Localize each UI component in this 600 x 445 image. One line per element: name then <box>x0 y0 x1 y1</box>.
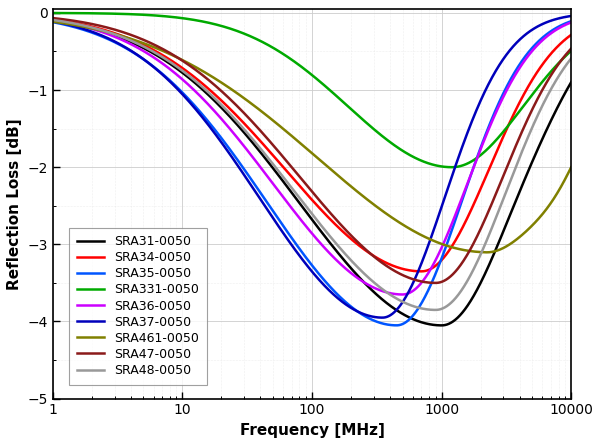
SRA31-0050 <box>271 167 278 172</box>
SRA36-0050 <box>502 90 509 96</box>
SRA36-0050 <box>271 182 278 188</box>
SRA48-0050 <box>248 135 255 141</box>
SRA37-0050 <box>49 19 56 24</box>
SRA37-0050 <box>379 315 386 320</box>
SRA31-0050 <box>248 139 255 144</box>
SRA331-0050 <box>109 11 116 16</box>
SRA47-0050 <box>248 118 255 124</box>
Line: SRA35-0050: SRA35-0050 <box>53 21 571 325</box>
SRA48-0050 <box>139 44 146 49</box>
SRA461-0050 <box>109 31 116 36</box>
SRA35-0050 <box>557 23 565 28</box>
SRA34-0050 <box>49 17 56 22</box>
SRA31-0050 <box>557 98 565 103</box>
SRA47-0050 <box>502 169 509 174</box>
SRA47-0050 <box>109 26 116 32</box>
SRA47-0050 <box>432 280 439 286</box>
SRA331-0050 <box>557 58 565 63</box>
SRA37-0050 <box>248 183 255 189</box>
SRA31-0050 <box>49 18 56 23</box>
SRA48-0050 <box>109 31 116 36</box>
SRA331-0050 <box>248 34 255 40</box>
SRA37-0050 <box>557 15 565 20</box>
SRA331-0050 <box>271 46 278 51</box>
Line: SRA31-0050: SRA31-0050 <box>53 20 571 325</box>
X-axis label: Frequency [MHz]: Frequency [MHz] <box>239 423 385 438</box>
SRA48-0050 <box>568 56 575 61</box>
SRA331-0050 <box>139 12 146 17</box>
SRA34-0050 <box>248 129 255 134</box>
SRA35-0050 <box>49 20 56 25</box>
Line: SRA47-0050: SRA47-0050 <box>53 18 571 283</box>
SRA36-0050 <box>139 48 146 53</box>
SRA37-0050 <box>139 56 146 61</box>
Line: SRA37-0050: SRA37-0050 <box>53 16 571 318</box>
SRA35-0050 <box>502 87 509 92</box>
SRA48-0050 <box>271 163 278 168</box>
SRA31-0050 <box>139 45 146 50</box>
SRA37-0050 <box>109 37 116 43</box>
Line: SRA34-0050: SRA34-0050 <box>53 20 571 271</box>
SRA34-0050 <box>568 32 575 37</box>
Line: SRA331-0050: SRA331-0050 <box>53 13 571 167</box>
Y-axis label: Reflection Loss [dB]: Reflection Loss [dB] <box>7 118 22 290</box>
SRA34-0050 <box>271 154 278 159</box>
SRA48-0050 <box>502 191 509 197</box>
Line: SRA48-0050: SRA48-0050 <box>53 20 571 310</box>
SRA47-0050 <box>557 58 565 63</box>
SRA31-0050 <box>438 323 445 328</box>
SRA48-0050 <box>557 70 565 75</box>
SRA31-0050 <box>502 224 509 229</box>
SRA37-0050 <box>568 13 575 19</box>
SRA47-0050 <box>271 144 278 149</box>
SRA36-0050 <box>568 20 575 25</box>
SRA31-0050 <box>109 32 116 37</box>
SRA31-0050 <box>568 80 575 85</box>
SRA34-0050 <box>418 269 425 274</box>
SRA36-0050 <box>49 18 56 23</box>
SRA34-0050 <box>139 42 146 47</box>
SRA461-0050 <box>568 165 575 170</box>
Line: SRA36-0050: SRA36-0050 <box>53 20 571 295</box>
SRA331-0050 <box>568 48 575 53</box>
SRA461-0050 <box>483 250 490 255</box>
Line: SRA461-0050: SRA461-0050 <box>53 22 571 252</box>
SRA47-0050 <box>49 16 56 21</box>
SRA461-0050 <box>139 40 146 45</box>
SRA35-0050 <box>139 56 146 61</box>
SRA47-0050 <box>568 46 575 51</box>
Legend: SRA31-0050, SRA34-0050, SRA35-0050, SRA331-0050, SRA36-0050, SRA37-0050, SRA461-: SRA31-0050, SRA34-0050, SRA35-0050, SRA3… <box>70 227 207 384</box>
SRA34-0050 <box>557 40 565 46</box>
SRA461-0050 <box>271 119 278 124</box>
SRA461-0050 <box>248 101 255 106</box>
SRA35-0050 <box>568 19 575 24</box>
SRA36-0050 <box>248 153 255 158</box>
SRA37-0050 <box>271 217 278 222</box>
SRA35-0050 <box>271 210 278 215</box>
SRA47-0050 <box>139 37 146 42</box>
SRA48-0050 <box>49 17 56 23</box>
SRA37-0050 <box>502 54 509 59</box>
SRA461-0050 <box>557 184 565 189</box>
SRA34-0050 <box>502 129 509 135</box>
SRA35-0050 <box>248 177 255 182</box>
SRA35-0050 <box>393 323 400 328</box>
SRA48-0050 <box>432 307 439 312</box>
SRA35-0050 <box>109 38 116 44</box>
SRA461-0050 <box>502 244 509 250</box>
SRA34-0050 <box>109 30 116 35</box>
SRA36-0050 <box>109 33 116 38</box>
SRA331-0050 <box>49 10 56 16</box>
SRA331-0050 <box>448 165 455 170</box>
SRA461-0050 <box>49 19 56 24</box>
SRA331-0050 <box>502 127 509 132</box>
SRA36-0050 <box>557 24 565 30</box>
SRA36-0050 <box>399 292 406 297</box>
